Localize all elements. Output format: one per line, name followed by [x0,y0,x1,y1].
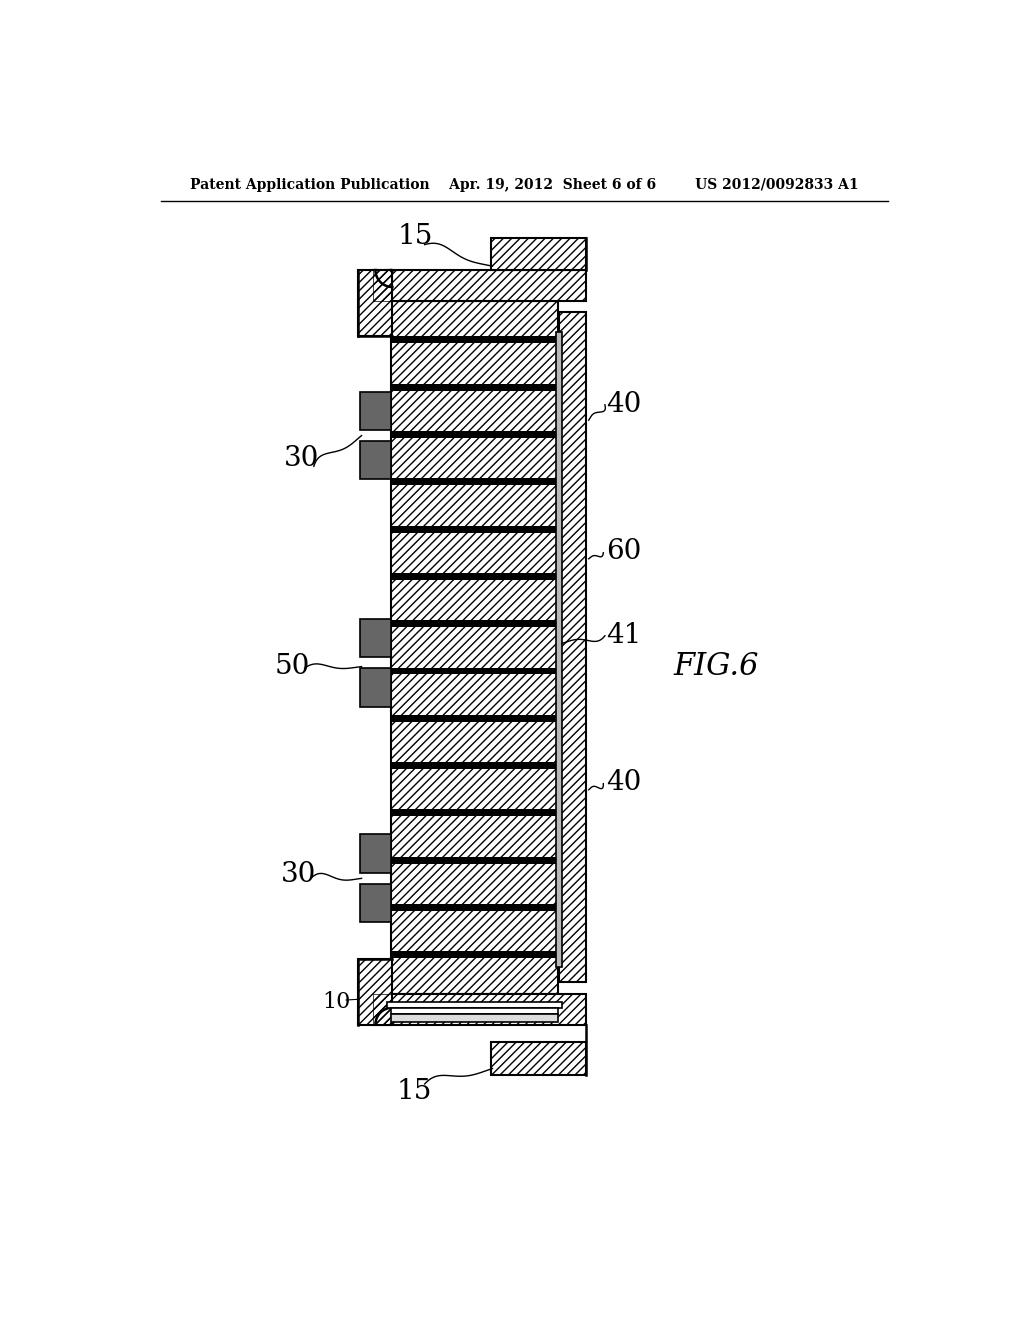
Bar [357,271,392,335]
Bar [392,478,556,486]
Bar [392,904,556,911]
Text: 101: 101 [358,989,398,1007]
Bar [490,238,587,271]
Bar [387,1002,562,1007]
Bar [357,960,392,1024]
Bar [373,271,587,301]
Bar [392,809,556,816]
Bar [392,337,556,343]
Bar [360,441,391,479]
Text: 50: 50 [274,653,310,680]
Bar [392,525,556,532]
Bar [391,1007,558,1014]
Text: 41: 41 [606,622,642,649]
Bar [392,715,556,722]
Text: 60: 60 [606,537,642,565]
Bar [490,238,587,271]
Bar [357,960,392,1024]
Bar [391,301,558,994]
Bar [360,834,391,873]
Text: 30: 30 [281,861,316,888]
Text: 10: 10 [323,990,351,1012]
Text: FIG.6: FIG.6 [673,651,759,682]
Bar [392,620,556,627]
Bar [556,331,562,966]
Bar [391,1014,558,1022]
Text: Patent Application Publication    Apr. 19, 2012  Sheet 6 of 6        US 2012/009: Patent Application Publication Apr. 19, … [190,178,859,193]
Bar [490,1043,587,1074]
Text: 102: 102 [373,999,413,1019]
Bar [357,271,392,335]
Bar [360,619,391,657]
Bar [392,857,556,863]
Bar [360,392,391,430]
Bar [392,573,556,579]
Text: 15: 15 [396,1078,431,1105]
Bar [392,668,556,675]
Bar [559,313,587,982]
Bar [373,271,587,301]
Text: 15: 15 [397,223,433,251]
Text: 40: 40 [606,391,642,418]
Bar [392,952,556,958]
Text: 40: 40 [606,768,642,796]
Bar [360,884,391,923]
Bar [360,668,391,706]
Bar [391,301,558,994]
Bar [559,313,587,982]
Bar [392,384,556,391]
Bar [373,994,587,1024]
Bar [392,432,556,438]
Text: 30: 30 [284,445,319,473]
Bar [490,1043,587,1074]
Bar [392,762,556,770]
Bar [373,994,587,1024]
